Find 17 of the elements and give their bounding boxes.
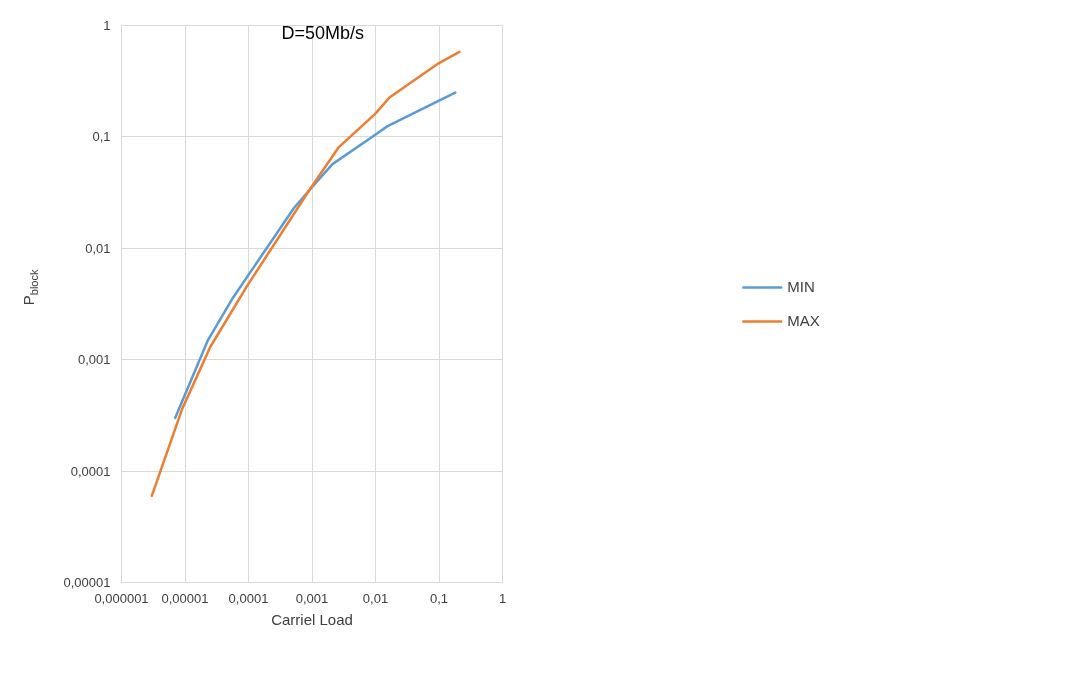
y-tick-label: 0,01 (85, 240, 111, 256)
annotation: D=50Mb/s (281, 22, 365, 43)
x-tick-label: 0,1 (429, 590, 449, 606)
x-tick-label: 1 (498, 590, 507, 606)
x-tick-label: 0,001 (295, 590, 329, 606)
y-tick-label: 0,1 (92, 129, 111, 145)
x-tick-label: 0,01 (362, 590, 389, 606)
y-tick-label: 0,001 (77, 352, 111, 368)
y-tick-label: 1 (103, 18, 111, 33)
x-tick-label: 0,000001 (94, 590, 149, 606)
x-tick-label: 0,0001 (228, 590, 269, 606)
legend-label: MAX (787, 312, 820, 329)
y-tick-label: 0,00001 (63, 575, 111, 590)
x-axis-title: Carriel Load (271, 610, 353, 628)
legend-label: MIN (787, 278, 815, 295)
y-tick-label: 0,0001 (70, 463, 111, 479)
x-tick-label: 0,00001 (161, 590, 209, 606)
